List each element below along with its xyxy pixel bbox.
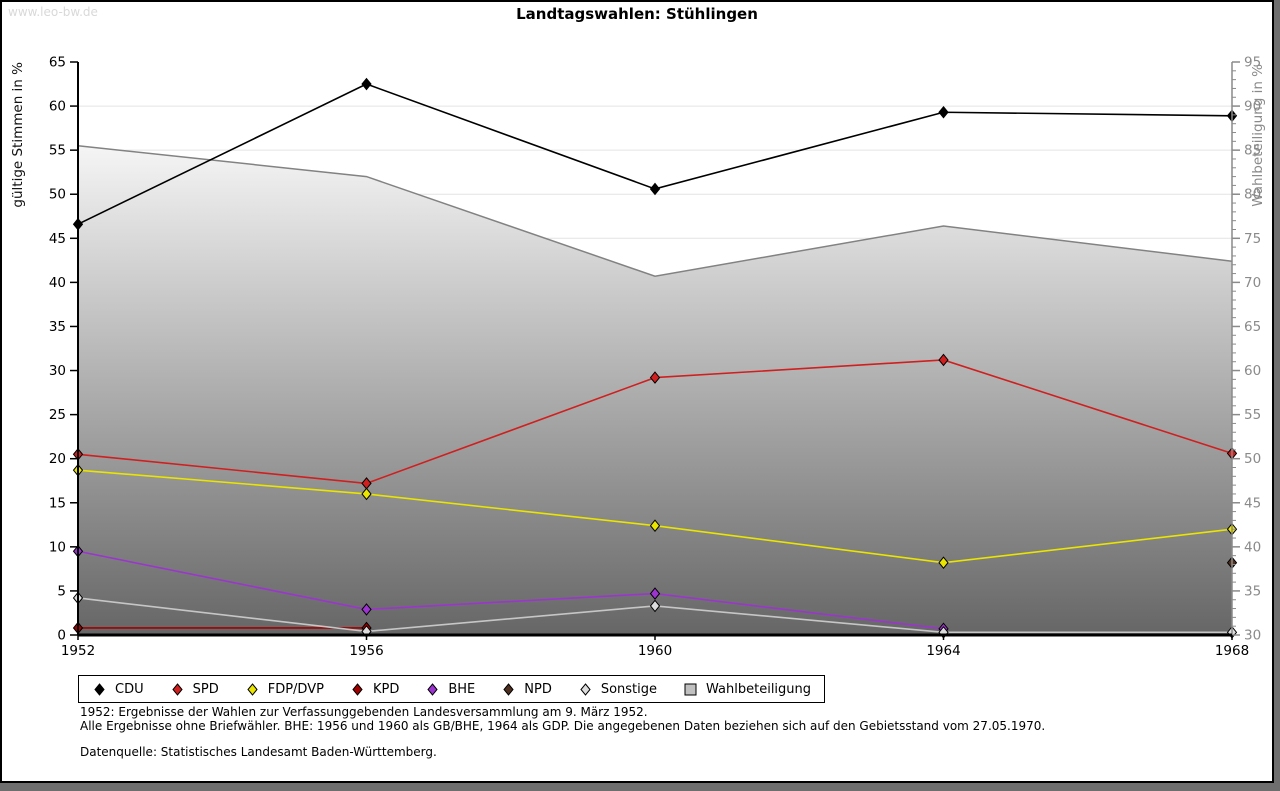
svg-text:60: 60 xyxy=(49,99,66,115)
svg-text:95: 95 xyxy=(1244,55,1261,71)
election-line-chart: 0 5 10 15 20 25 30 35 40 45 50 55 60 65 30 35 40 45 50 55 60… xyxy=(49,55,1261,660)
wahlbeteiligung-legend-marker-icon xyxy=(684,683,697,695)
svg-text:5: 5 xyxy=(57,583,66,599)
svg-text:80: 80 xyxy=(1244,187,1261,203)
chart-title: Landtagswahlen: Stühlingen xyxy=(516,5,758,23)
svg-text:35: 35 xyxy=(1244,583,1261,599)
svg-text:1964: 1964 xyxy=(926,643,960,659)
bhe-legend-marker-icon xyxy=(427,682,438,696)
svg-text:15: 15 xyxy=(49,495,66,511)
legend-label-fdp-dvp: FDP/DVP xyxy=(267,681,324,697)
svg-text:1956: 1956 xyxy=(349,643,383,659)
legend-item-wahlbeteiligung: Wahlbeteiligung xyxy=(683,682,811,697)
legend-item-spd: SPD xyxy=(170,682,219,697)
svg-text:1968: 1968 xyxy=(1215,643,1249,659)
svg-text:10: 10 xyxy=(49,539,66,555)
cdu-legend-marker-icon xyxy=(94,682,105,696)
legend-item-bhe: BHE xyxy=(425,682,475,697)
svg-text:50: 50 xyxy=(49,187,66,203)
footnote-line-1: 1952: Ergebnisse der Wahlen zur Verfassu… xyxy=(80,705,648,719)
sonstige-legend-marker-icon xyxy=(580,682,591,696)
legend-item-kpd: KPD xyxy=(350,682,399,697)
svg-text:55: 55 xyxy=(1244,407,1261,423)
svg-text:35: 35 xyxy=(49,319,66,335)
svg-text:20: 20 xyxy=(49,451,66,467)
svg-text:70: 70 xyxy=(1244,275,1261,291)
svg-text:55: 55 xyxy=(49,143,66,159)
svg-text:75: 75 xyxy=(1244,231,1261,247)
svg-text:1960: 1960 xyxy=(638,643,672,659)
svg-text:0: 0 xyxy=(57,628,66,644)
footnote-line-2: Alle Ergebnisse ohne Briefwähler. BHE: 1… xyxy=(80,718,1046,733)
legend-item-fdp-dvp: FDP/DVP xyxy=(245,682,324,697)
legend-label-cdu: CDU xyxy=(115,681,144,697)
legend-item-cdu: CDU xyxy=(92,682,144,697)
footnote-source: Datenquelle: Statistisches Landesamt Bad… xyxy=(80,745,437,759)
legend-label-spd: SPD xyxy=(192,681,219,697)
legend-label-wahlbeteiligung: Wahlbeteiligung xyxy=(706,681,812,697)
legend-label-sonstige: Sonstige xyxy=(600,681,658,697)
series-wahlbeteiligung xyxy=(77,145,1233,635)
spd-legend-marker-icon xyxy=(171,682,183,696)
legend-label-bhe: BHE xyxy=(448,681,476,697)
svg-text:25: 25 xyxy=(49,407,66,423)
svg-text:90: 90 xyxy=(1244,99,1261,115)
legend-item-npd: NPD xyxy=(501,682,552,697)
npd-legend-marker-icon xyxy=(503,682,514,696)
svg-text:65: 65 xyxy=(1244,319,1261,335)
svg-text:30: 30 xyxy=(49,363,66,379)
svg-text:45: 45 xyxy=(49,231,66,247)
svg-text:30: 30 xyxy=(1244,628,1261,644)
legend-label-kpd: KPD xyxy=(372,681,400,697)
svg-text:40: 40 xyxy=(1244,539,1261,555)
legend-label-npd: NPD xyxy=(524,681,552,697)
svg-text:85: 85 xyxy=(1244,143,1261,159)
svg-text:50: 50 xyxy=(1244,451,1261,467)
watermark: www.leo-bw.de xyxy=(8,5,98,19)
footnotes: 1952: Ergebnisse der Wahlen zur Verfassu… xyxy=(80,705,1046,760)
svg-text:65: 65 xyxy=(49,55,66,71)
legend: CDU SPD FDP/DVP KPD BHE NPD Sonstige Wahlbeteil… xyxy=(78,675,826,703)
legend-item-sonstige: Sonstige xyxy=(578,682,657,697)
axes: 0 5 10 15 20 25 30 35 40 45 50 55 60 65 30 35 40 45 50 55 60… xyxy=(49,55,1261,660)
svg-text:60: 60 xyxy=(1244,363,1261,379)
svg-text:45: 45 xyxy=(1244,495,1261,511)
svg-text:40: 40 xyxy=(49,275,66,291)
fdp-dvp-legend-marker-icon xyxy=(247,682,258,696)
series-fdp-dvp xyxy=(72,463,1238,570)
kpd-legend-marker-icon xyxy=(352,682,363,696)
svg-text:1952: 1952 xyxy=(61,643,95,659)
